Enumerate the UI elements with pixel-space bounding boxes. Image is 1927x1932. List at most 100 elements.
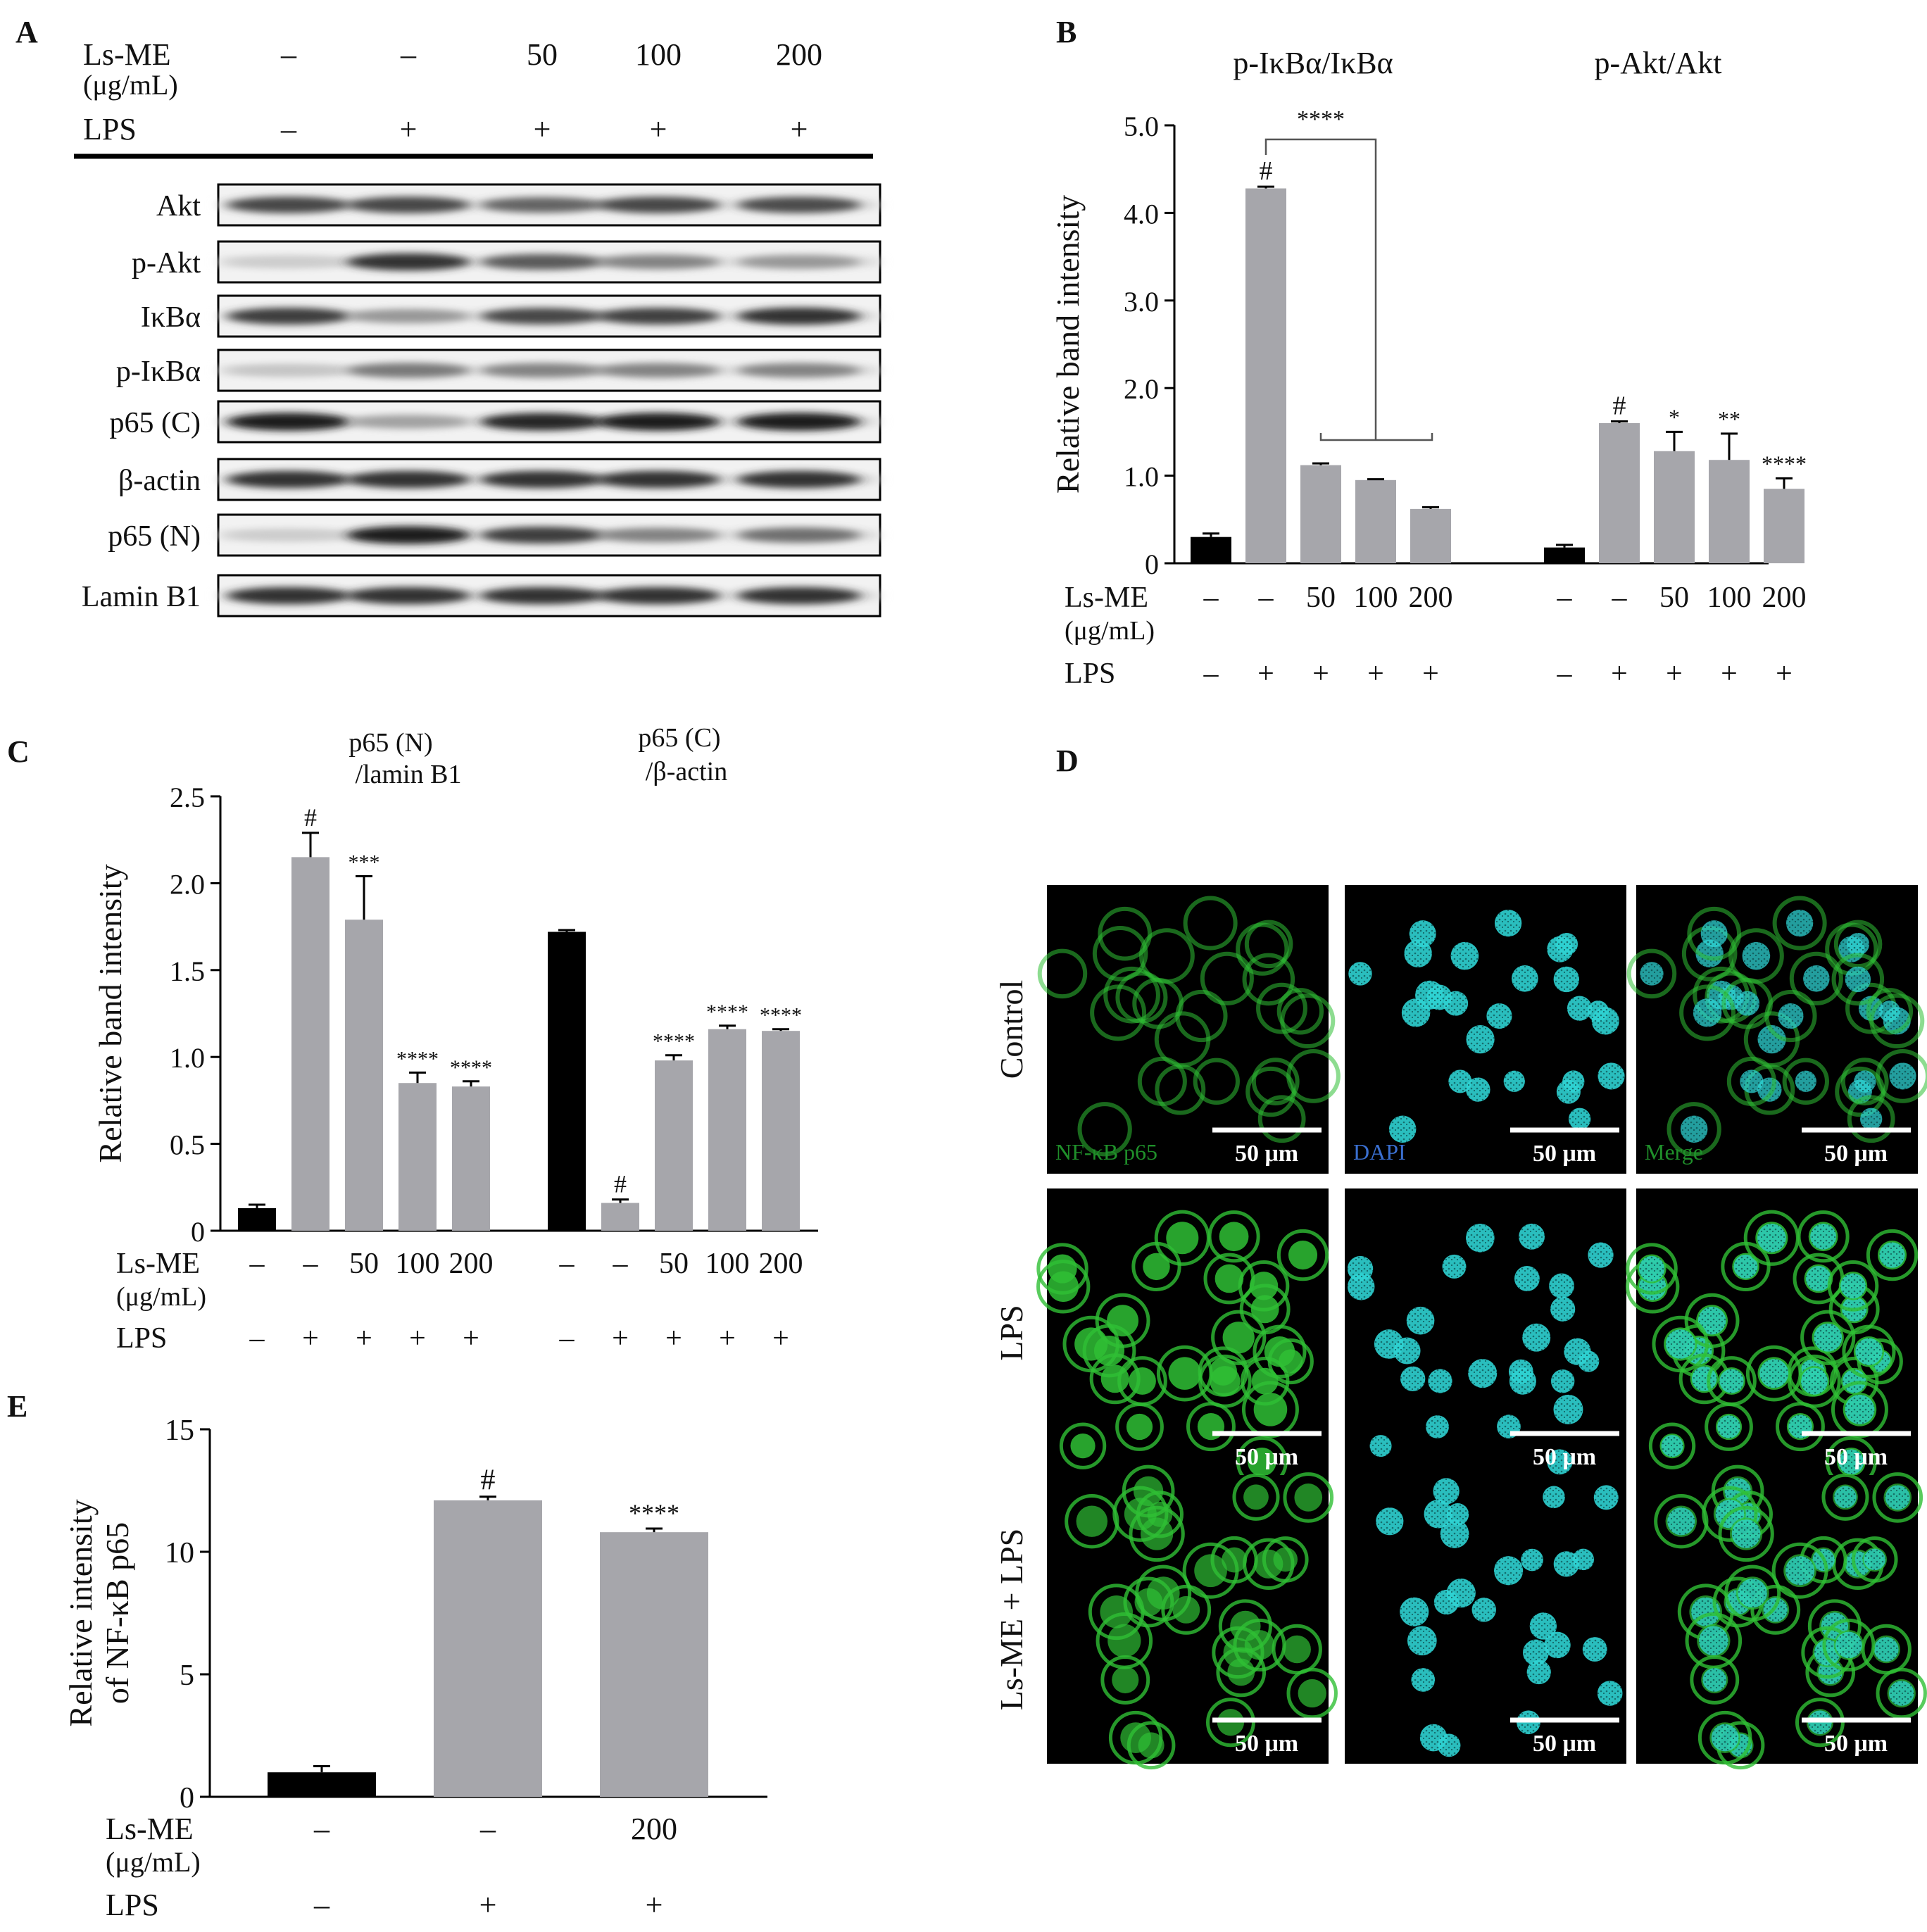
group-title: p-IκBα/IκBα: [1233, 46, 1393, 80]
micrograph-nfkb: 50 μm NF-κB p65: [1037, 885, 1341, 1174]
lsme-value: 100: [1354, 582, 1398, 614]
cytoplasm-ring: [1626, 1243, 1678, 1295]
nucleus-texture: [1572, 1548, 1594, 1571]
cytoplasm-ring: [1238, 1260, 1290, 1312]
nuclear-signal: [1048, 1254, 1077, 1284]
lps-value: +: [719, 1322, 736, 1355]
channel-label: DAPI: [1353, 1139, 1406, 1165]
lps-value: +: [409, 1322, 426, 1355]
significance-label: #: [1613, 391, 1626, 420]
nuclear-signal: [1120, 1722, 1152, 1753]
bar: [291, 857, 329, 1231]
significance-label: ****: [760, 1004, 802, 1027]
cytoplasm-ring: [1232, 1473, 1280, 1521]
nucleus-texture: [1503, 1070, 1525, 1092]
panel-letter-b: B: [1056, 15, 1077, 49]
lsme-value: –: [1203, 582, 1219, 614]
lsme-value: –: [559, 1248, 575, 1280]
y-tick-label: 1.0: [170, 1042, 205, 1074]
nucleus-texture: [1731, 1519, 1761, 1548]
micrograph-merge: 50 μm: [1626, 1188, 1919, 1488]
nuclear-signal: [1288, 1241, 1318, 1270]
lps-value: –: [313, 1888, 330, 1922]
nucleus-texture: [1588, 1242, 1614, 1268]
nucleus-texture: [1845, 1394, 1875, 1424]
nucleus-texture: [1433, 1478, 1460, 1505]
blot-band: [346, 586, 470, 605]
cytoplasm-ring: [1183, 896, 1238, 951]
unit-row-label: (μg/mL): [106, 1846, 201, 1878]
cytoplasm-ring: [1687, 906, 1742, 961]
cytoplasm-ring: [1059, 1422, 1107, 1469]
blot-band: [596, 470, 720, 489]
lsme-value: 200: [631, 1812, 677, 1846]
panel-a: A Ls-ME (μg/mL) LPS – – – +50 +100 +200 + Akt p…: [15, 15, 881, 617]
y-axis-label: Relative band intensity: [1050, 195, 1086, 494]
header-lps-value: –: [280, 112, 297, 146]
y-tick-label: 1.5: [170, 955, 205, 987]
micrograph-nfkb: 50 μm: [1036, 1188, 1329, 1488]
nucleus-texture: [1587, 1000, 1609, 1022]
channel-label: Merge: [1645, 1139, 1703, 1165]
micrograph-dapi: 50 μm: [1345, 1188, 1626, 1477]
lsme-value: –: [313, 1812, 330, 1846]
nucleus-texture: [1494, 909, 1522, 937]
significance-label: ****: [450, 1056, 492, 1079]
panel-a-header-values: – – – +50 +100 +200 +: [280, 37, 822, 146]
y-tick-label: 2.0: [170, 868, 205, 900]
cytoplasm-ring: [1062, 1315, 1120, 1373]
nucleus-texture: [1733, 1254, 1758, 1279]
lps-row-label: LPS: [106, 1888, 159, 1922]
nucleus-texture: [1738, 1579, 1767, 1608]
panel-d: D Control 50 μm NF-κB p65 50 μm DAPI 50 μm Mer…: [993, 744, 1927, 1770]
lps-value: +: [1776, 658, 1793, 690]
lsme-row-label: Ls-ME: [1065, 582, 1148, 614]
nucleus-texture: [1838, 1449, 1864, 1475]
cytoplasm-ring: [1251, 1058, 1300, 1105]
nucleus-texture: [1409, 920, 1436, 948]
bar: [1544, 547, 1585, 563]
lsme-value: 200: [759, 1248, 803, 1280]
y-tick-label: 0: [1145, 548, 1159, 580]
significance-bracket: [1264, 138, 1377, 440]
blot-band: [596, 254, 720, 270]
nucleus-texture: [1834, 1486, 1857, 1509]
nucleus-texture: [1376, 1507, 1404, 1536]
cytoplasm-ring: [1286, 1667, 1338, 1719]
nucleus-texture: [1864, 1548, 1885, 1571]
bar: [1709, 460, 1750, 563]
bar: [655, 1060, 693, 1231]
blot-band: [737, 413, 861, 431]
nucleus-texture: [1698, 1626, 1728, 1656]
microscopy-grid: Control 50 μm NF-κB p65 50 μm DAPI 50 μm Merge…: [993, 885, 1927, 1770]
cytoplasm-ring: [1138, 928, 1195, 984]
blot-band: [737, 363, 861, 378]
cytoplasm-ring: [1108, 1710, 1163, 1765]
bar: [268, 1772, 376, 1797]
nucleus-texture: [1374, 1329, 1404, 1359]
cytoplasm-ring: [1728, 928, 1784, 984]
cytoplasm-ring: [1726, 1056, 1776, 1106]
lsme-value: 200: [449, 1248, 494, 1280]
lps-value: +: [1611, 658, 1628, 690]
cytoplasm-ring: [1100, 1655, 1150, 1705]
nuclear-signal: [1074, 1327, 1108, 1361]
nucleus-texture: [1702, 1668, 1727, 1692]
lsme-value: 100: [1707, 582, 1752, 614]
nucleus-texture: [1348, 962, 1372, 986]
lsme-value: 200: [1409, 582, 1453, 614]
lsme-row-label: Ls-ME: [116, 1248, 200, 1280]
lsme-value: 50: [1306, 582, 1336, 614]
channel-label: NF-κB p65: [1055, 1139, 1157, 1165]
lsme-value: –: [249, 1248, 265, 1280]
lsme-value: –: [613, 1248, 629, 1280]
scale-bar-label: 50 μm: [1533, 1444, 1596, 1470]
nucleus-texture: [1667, 1507, 1695, 1536]
scale-bar-label: 50 μm: [1824, 1141, 1888, 1167]
header-lsme-value: –: [280, 37, 297, 72]
lsme-row-label: Ls-ME: [106, 1812, 194, 1846]
blot-label: IκBα: [141, 301, 201, 334]
panel-b: B 0 1.0 2.0 3.0 4.0 5.0 Relative band intensit…: [1050, 15, 1807, 690]
nuclear-signal: [1129, 1367, 1156, 1395]
nucleus-texture: [1442, 1254, 1467, 1279]
